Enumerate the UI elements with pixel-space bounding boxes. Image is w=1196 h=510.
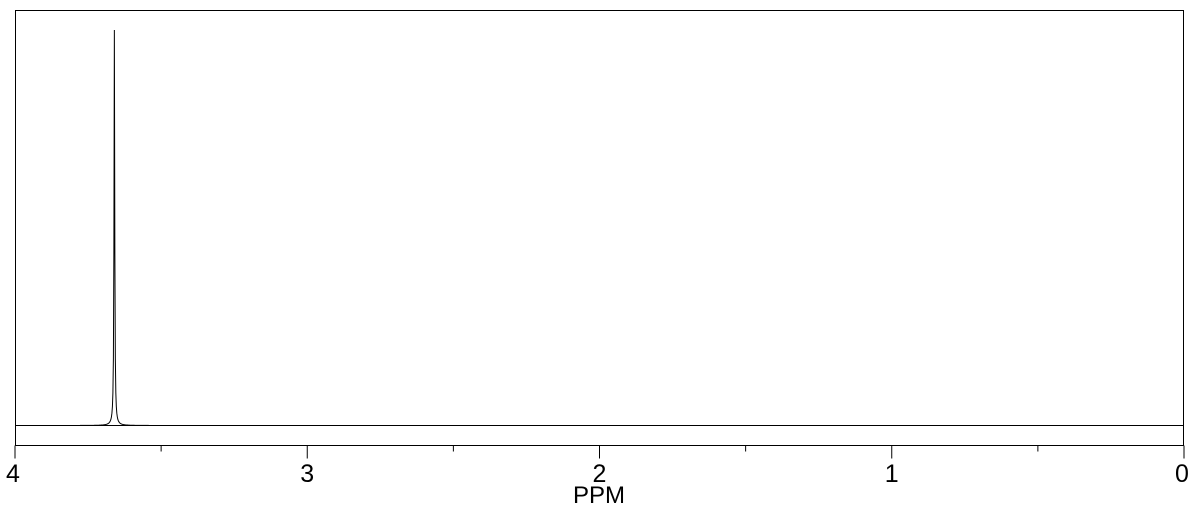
x-tick-label: 2 bbox=[593, 460, 607, 488]
spectrum-trace bbox=[15, 29, 1184, 426]
x-axis-ticks bbox=[14, 445, 1185, 459]
plot-frame bbox=[15, 10, 1184, 446]
x-axis-tick-labels: 4 3 2 1 0 bbox=[6, 460, 1189, 488]
x-axis-title: PPM bbox=[573, 482, 625, 509]
x-tick-label: 3 bbox=[300, 460, 314, 488]
x-tick-label: 0 bbox=[1175, 460, 1189, 488]
x-tick-label: 4 bbox=[6, 460, 20, 488]
x-tick-label: 1 bbox=[885, 460, 899, 488]
